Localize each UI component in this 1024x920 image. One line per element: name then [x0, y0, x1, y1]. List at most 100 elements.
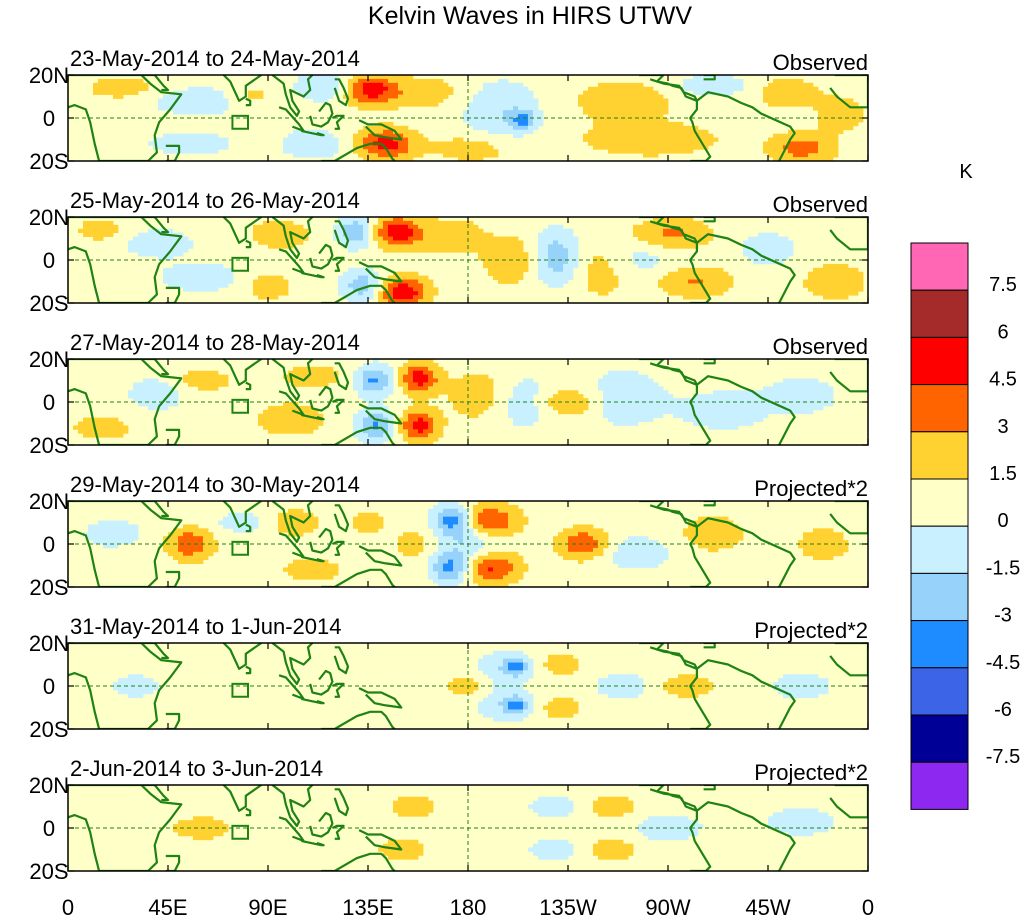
- field-cell: [698, 409, 704, 415]
- field-cell: [328, 145, 334, 150]
- field-cell: [623, 145, 629, 150]
- field-cell: [448, 501, 454, 506]
- field-cell: [488, 82, 494, 88]
- field-cell: [728, 405, 734, 411]
- field-cell: [838, 263, 844, 269]
- field-cell: [623, 110, 629, 115]
- field-cell: [498, 252, 504, 257]
- field-cell: [298, 382, 304, 387]
- field-cell: [703, 405, 709, 411]
- field-cell: [488, 125, 494, 131]
- field-cell: [808, 394, 814, 399]
- field-cell: [423, 220, 429, 226]
- field-cell: [193, 528, 199, 533]
- field-cell: [643, 125, 649, 131]
- field-cell: [583, 540, 589, 545]
- field-cell: [278, 524, 284, 529]
- field-cell: [673, 271, 679, 277]
- field-cell: [443, 390, 449, 395]
- field-cell: [153, 240, 159, 245]
- field-cell: [488, 551, 494, 557]
- field-cell: [293, 133, 299, 138]
- field-cell: [433, 224, 439, 230]
- field-cell: [443, 501, 449, 506]
- field-cell: [633, 405, 639, 411]
- field-cell: [563, 540, 569, 545]
- field-cell: [618, 118, 624, 123]
- field-cell: [783, 252, 789, 257]
- field-cell: [668, 149, 674, 154]
- field-cell: [733, 398, 739, 403]
- field-cell: [843, 121, 849, 127]
- field-cell: [823, 279, 829, 284]
- field-cell: [363, 299, 369, 303]
- field-cell: [718, 394, 724, 399]
- field-cell: [163, 98, 169, 103]
- field-cell: [278, 512, 284, 518]
- field-cell: [428, 394, 434, 399]
- field-cell: [558, 405, 564, 411]
- field-cell: [633, 540, 639, 545]
- field-cell: [588, 524, 594, 529]
- field-cell: [743, 240, 749, 245]
- field-cell: [373, 386, 379, 391]
- field-cell: [208, 110, 214, 115]
- field-cell: [433, 504, 439, 510]
- field-cell: [808, 547, 814, 553]
- field-cell: [643, 563, 649, 568]
- field-cell: [658, 283, 664, 288]
- field-cell: [713, 425, 719, 430]
- field-cell: [668, 232, 674, 237]
- field-cell: [568, 402, 574, 407]
- field-cell: [668, 133, 674, 138]
- field-cell: [753, 413, 759, 419]
- field-cell: [203, 544, 209, 549]
- field-cell: [263, 287, 269, 292]
- field-cell: [148, 402, 154, 407]
- field-cell: [723, 425, 729, 430]
- field-cell: [803, 390, 809, 395]
- field-cell: [518, 94, 524, 99]
- field-cell: [838, 540, 844, 545]
- field-cell: [858, 279, 864, 284]
- field-cell: [713, 398, 719, 403]
- field-cell: [608, 137, 614, 142]
- field-cell: [518, 82, 524, 88]
- field-cell: [668, 275, 674, 280]
- field-cell: [718, 279, 724, 284]
- field-cell: [488, 236, 494, 241]
- field-cell: [368, 398, 374, 403]
- field-cell: [508, 563, 514, 568]
- field-cell: [358, 236, 364, 241]
- field-cell: [473, 236, 479, 241]
- field-cell: [313, 425, 319, 430]
- field-cell: [308, 405, 314, 411]
- field-cell: [403, 102, 409, 107]
- field-cell: [503, 256, 509, 261]
- field-cell: [428, 102, 434, 107]
- field-cell: [353, 149, 359, 154]
- field-cell: [583, 532, 589, 537]
- field-cell: [793, 129, 799, 135]
- field-cell: [173, 279, 179, 284]
- field-cell: [493, 271, 499, 277]
- field-cell: [498, 114, 504, 119]
- field-cell: [843, 283, 849, 288]
- field-cell: [788, 378, 794, 383]
- field-cell: [493, 267, 499, 273]
- field-cell: [488, 106, 494, 111]
- field-cell: [198, 141, 204, 146]
- field-cell: [143, 398, 149, 403]
- field-cell: [448, 141, 454, 146]
- field-cell: [88, 220, 94, 226]
- field-cell: [388, 240, 394, 245]
- field-cell: [438, 579, 444, 584]
- field-cell: [528, 129, 534, 135]
- field-cell: [378, 224, 384, 230]
- field-cell: [538, 271, 544, 277]
- field-cell: [303, 228, 309, 234]
- field-cell: [493, 520, 499, 525]
- field-cell: [403, 232, 409, 237]
- field-cell: [648, 402, 654, 407]
- field-cell: [443, 224, 449, 230]
